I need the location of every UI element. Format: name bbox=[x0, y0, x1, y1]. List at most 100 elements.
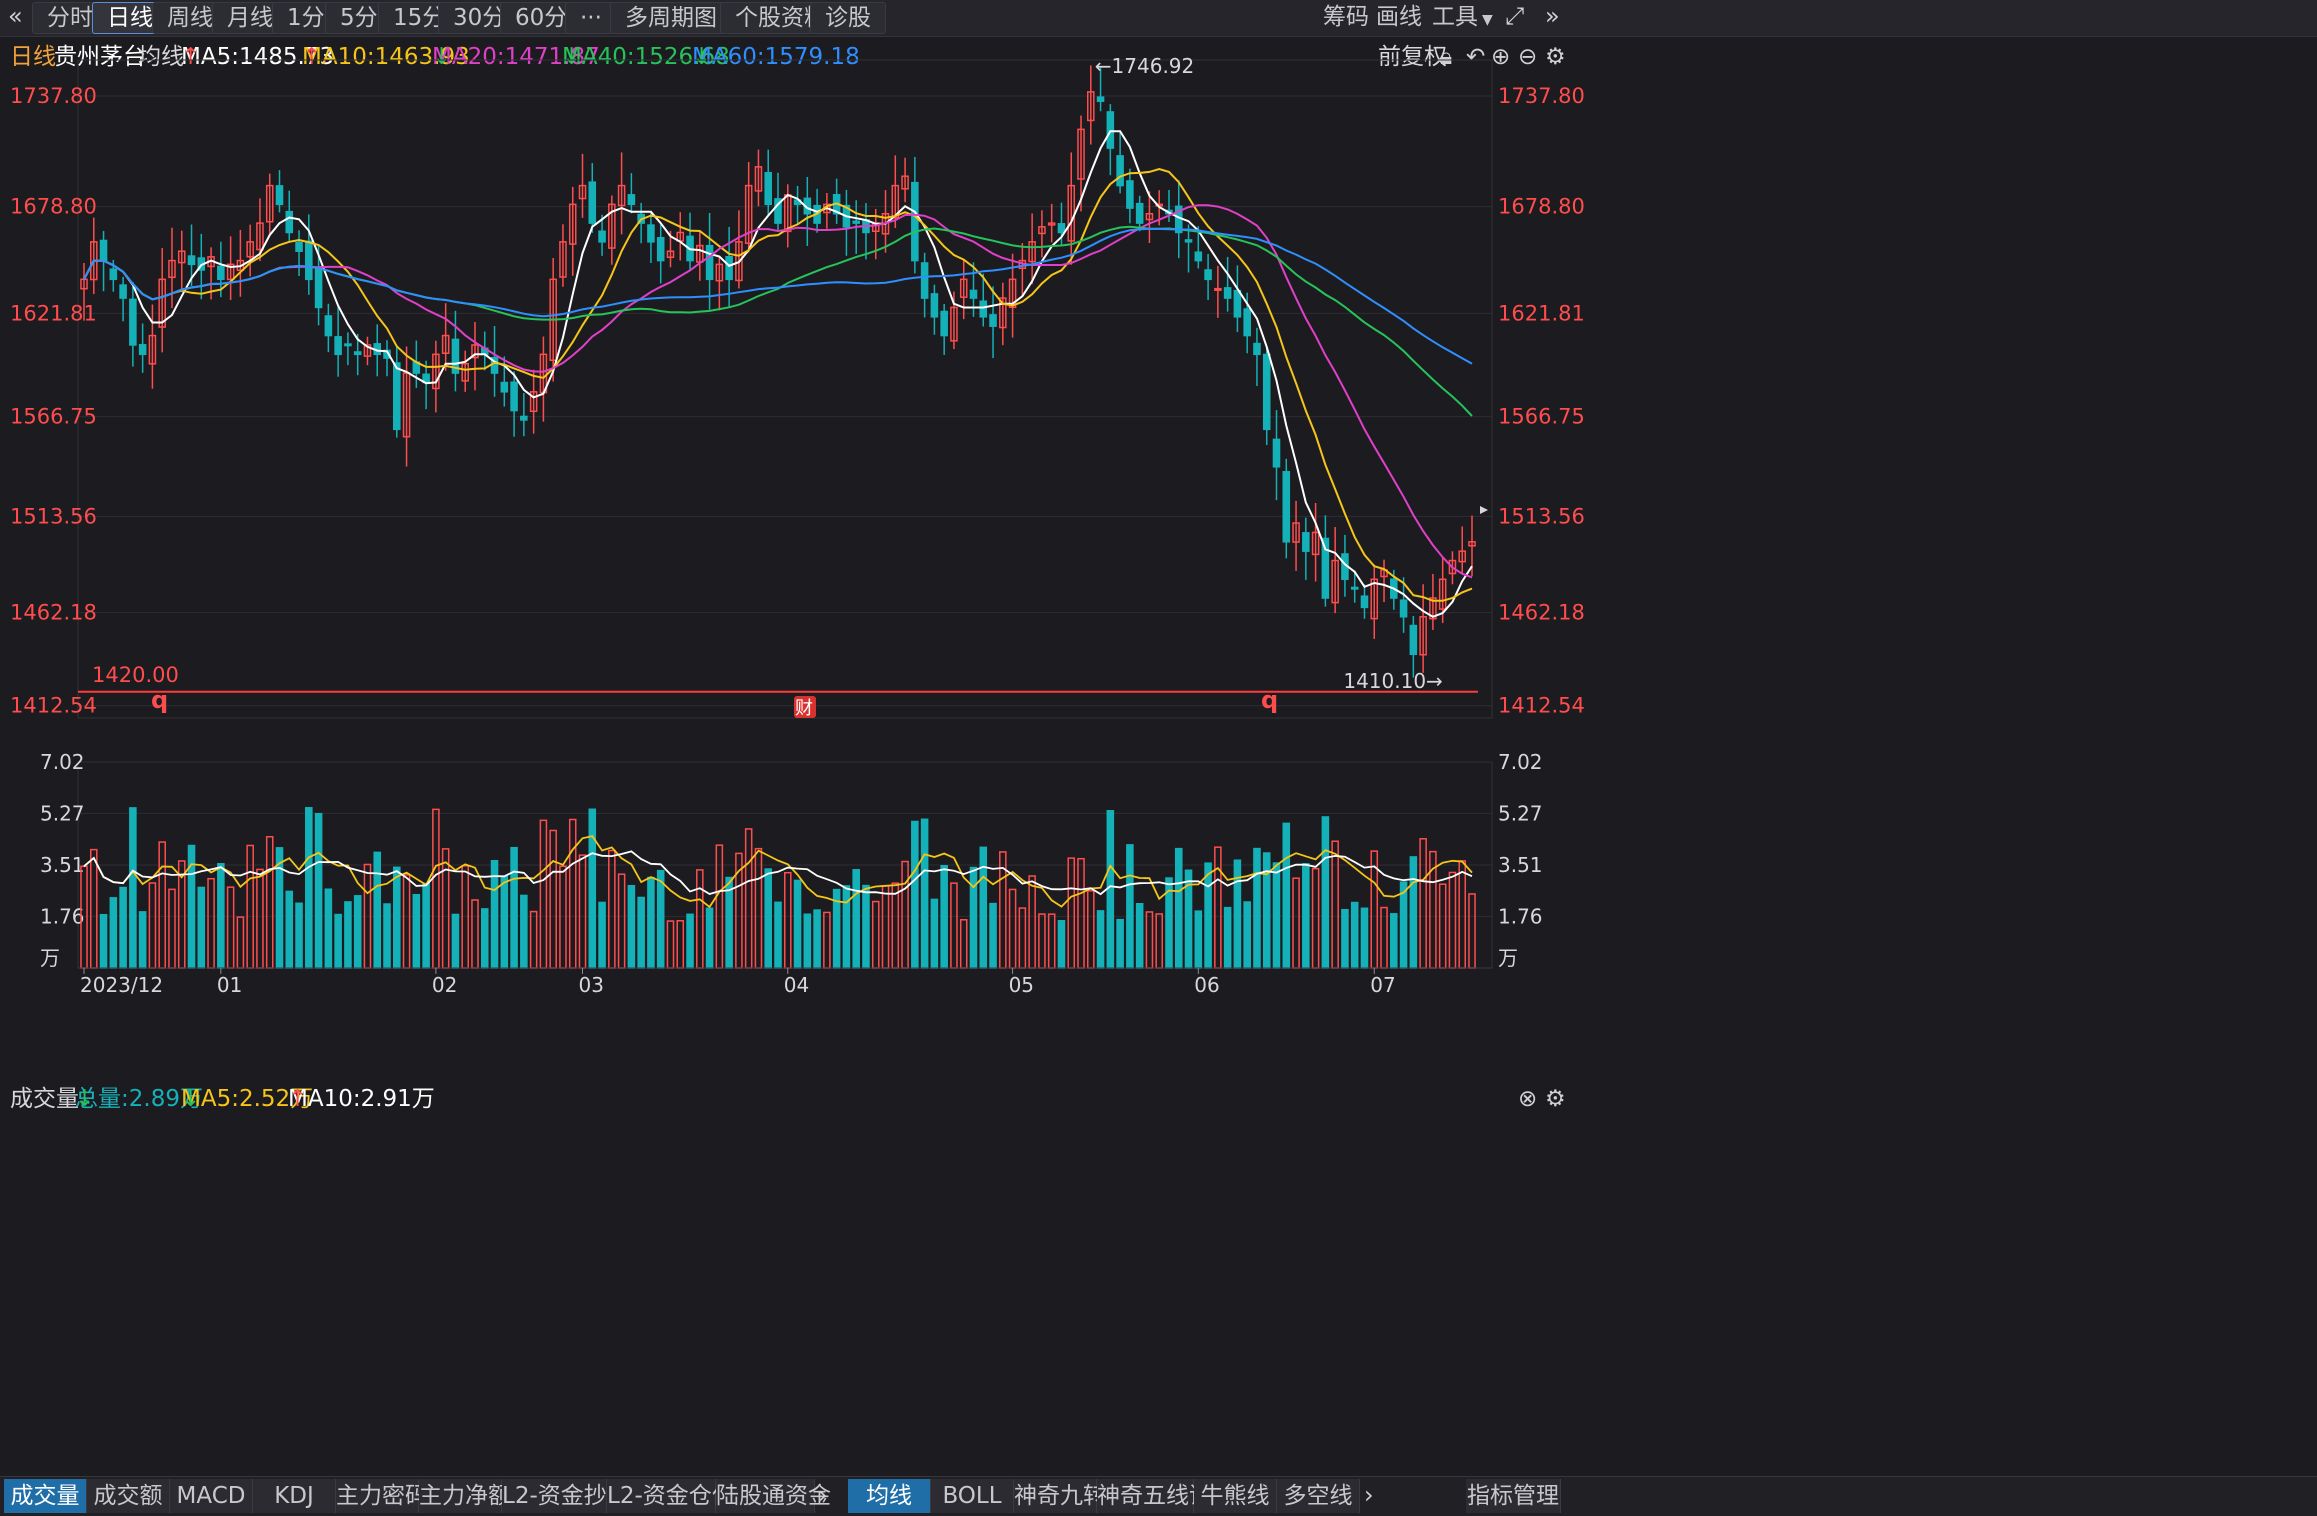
tab-magic-nine[interactable]: 神奇九转 bbox=[1014, 1479, 1106, 1513]
tab-l2-position[interactable]: L2-资金仓位 bbox=[607, 1479, 735, 1513]
volume-bar bbox=[744, 828, 753, 969]
chevrons-right-icon[interactable]: » bbox=[1545, 2, 1560, 30]
tab-ma[interactable]: 均线 bbox=[848, 1479, 931, 1513]
ma-label[interactable]: 均线 bbox=[138, 44, 184, 70]
candle-body bbox=[441, 334, 450, 355]
candle-body bbox=[774, 198, 782, 224]
volume-bar bbox=[1321, 816, 1330, 969]
volume-bar bbox=[598, 901, 606, 969]
volume-bar bbox=[236, 916, 245, 969]
zoom-out-icon[interactable]: ⊖ bbox=[1518, 44, 1538, 70]
volume-bar bbox=[637, 896, 645, 969]
candle-body bbox=[119, 284, 127, 299]
tab-macd[interactable]: MACD bbox=[170, 1479, 253, 1513]
x-axis: 2023/12 01 02 03 04 05 06 07 bbox=[78, 967, 1492, 997]
candle-body bbox=[1214, 287, 1222, 291]
diagnose-button[interactable]: 诊股 bbox=[810, 2, 886, 34]
candle-body bbox=[1096, 96, 1105, 102]
tab-main-force-net[interactable]: 主力净额 bbox=[419, 1479, 511, 1513]
x-tick-label: 02 bbox=[432, 973, 457, 997]
tab-volume[interactable]: 成交量 bbox=[4, 1479, 87, 1513]
chips-button[interactable]: 筹码 bbox=[1323, 4, 1369, 30]
volume-bar bbox=[1253, 847, 1261, 969]
candle-body bbox=[529, 391, 538, 413]
candle-body bbox=[1077, 128, 1085, 180]
current-price-pointer bbox=[1480, 506, 1488, 514]
tab-l2-bottom-fishing[interactable]: L2-资金抄底 bbox=[502, 1479, 630, 1513]
adjust-mode-button[interactable]: 前复权 bbox=[1378, 44, 1447, 70]
chevrons-left-icon[interactable]: « bbox=[8, 2, 23, 30]
tools-label: 工具 bbox=[1432, 4, 1478, 30]
candle-body bbox=[588, 181, 597, 224]
chevron-right-icon[interactable]: › bbox=[1364, 1481, 1374, 1509]
candle-body bbox=[930, 293, 939, 318]
arrow-down-icon: ↓ bbox=[562, 44, 582, 70]
low-annotation: 1410.10→ bbox=[1343, 669, 1442, 693]
candle-body bbox=[1409, 624, 1418, 656]
x-tick-label: 01 bbox=[217, 973, 242, 997]
volume-header: 成交量 总量:2.89万 ↓ MA5:2.52万 ↓ MA10:2.91万 ↑ ⊗ ⚙ bbox=[0, 1080, 2317, 1118]
tab-kdj[interactable]: KDJ bbox=[253, 1479, 336, 1513]
lock-icon[interactable]: 🔒︎ bbox=[1440, 44, 1453, 70]
volume-bar bbox=[246, 844, 254, 969]
tab-northbound-funds[interactable]: 陆股通资金 bbox=[716, 1479, 831, 1513]
candle-body bbox=[1438, 578, 1447, 610]
candle-body bbox=[275, 185, 284, 206]
volume-bar bbox=[1174, 847, 1183, 969]
arrow-up-icon: ↑ bbox=[302, 44, 322, 70]
x-tick-label: 07 bbox=[1370, 973, 1395, 997]
candle-body bbox=[1399, 599, 1408, 618]
tab-boll[interactable]: BOLL bbox=[931, 1479, 1014, 1513]
tab-long-short-line[interactable]: 多空线 bbox=[1277, 1479, 1360, 1513]
x-tick-label: 2023/12 bbox=[80, 973, 163, 997]
undo-icon[interactable]: ↶ bbox=[1466, 44, 1486, 70]
volume-bar bbox=[520, 894, 528, 969]
zoom-in-icon[interactable]: ⊕ bbox=[1491, 44, 1511, 70]
volume-bar bbox=[676, 920, 685, 969]
volume-tick-label-right: 5.27 bbox=[1498, 801, 1543, 825]
arrow-up-icon: ↑ bbox=[288, 1086, 308, 1112]
tab-main-force-code[interactable]: 主力密码 bbox=[336, 1479, 428, 1513]
price-tick-label-right: 1737.80 bbox=[1498, 84, 1585, 108]
chevron-right-icon[interactable]: › bbox=[818, 1481, 828, 1509]
volume-bar bbox=[950, 882, 958, 969]
candle-body bbox=[1429, 597, 1437, 620]
volume-bar bbox=[334, 913, 342, 969]
settings-gear-icon[interactable]: ⚙ bbox=[1545, 44, 1566, 70]
volume-bar bbox=[823, 911, 831, 969]
indicator-settings-gear-icon[interactable]: ⚙ bbox=[1545, 1086, 1566, 1112]
candle-body bbox=[1448, 559, 1457, 575]
candle-body bbox=[647, 224, 655, 243]
arrow-down-icon: ↓ bbox=[75, 1086, 95, 1112]
ma60-line bbox=[83, 227, 1473, 365]
tab-magic-five-lines[interactable]: 神奇五线谱 bbox=[1097, 1479, 1212, 1513]
tab-turnover[interactable]: 成交额 bbox=[87, 1479, 170, 1513]
candle-body bbox=[285, 210, 294, 234]
candle-body bbox=[246, 241, 254, 258]
volume-bar bbox=[686, 913, 694, 969]
candle-body bbox=[754, 166, 763, 192]
volume-bar bbox=[295, 902, 303, 969]
volume-total-text: 总量:2.89万 bbox=[75, 1086, 203, 1112]
tools-dropdown[interactable]: 工具 ▼ bbox=[1432, 2, 1493, 32]
candle-body bbox=[1253, 342, 1261, 356]
volume-bar bbox=[1116, 918, 1124, 969]
annotations: 1420.00 ←1746.92 1410.10→ q 财 q bbox=[78, 54, 1488, 719]
candle-body bbox=[989, 314, 997, 327]
volume-tick-label-left: 万 bbox=[40, 946, 60, 970]
arrow-down-icon: ↓ bbox=[432, 44, 452, 70]
volume-bar bbox=[158, 841, 166, 969]
close-indicator-icon[interactable]: ⊗ bbox=[1518, 1086, 1538, 1112]
multi-period-label: 多周期图 bbox=[625, 5, 717, 31]
indicator-manage-button[interactable]: 指标管理 bbox=[1466, 1479, 1561, 1513]
volume-bar bbox=[1331, 840, 1339, 969]
volume-bar bbox=[1262, 852, 1271, 969]
volume-ma10-text: MA10:2.91万 bbox=[288, 1086, 435, 1112]
price-tick-label-left: 1737.80 bbox=[10, 84, 97, 108]
draw-line-button[interactable]: 画线 bbox=[1376, 4, 1422, 30]
expand-icon[interactable]: ⤢ bbox=[1505, 2, 1525, 30]
volume-bar bbox=[129, 807, 137, 969]
tab-bull-bear-line[interactable]: 牛熊线 bbox=[1194, 1479, 1277, 1513]
candle-body bbox=[177, 250, 186, 264]
